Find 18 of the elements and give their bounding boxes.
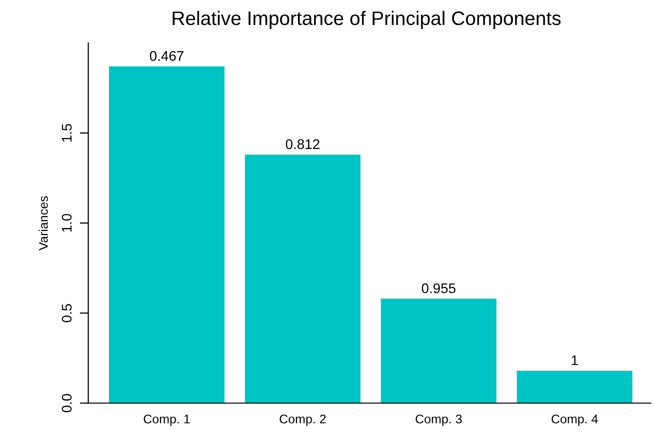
y-tick-label: 0.0: [62, 394, 72, 412]
y-tick-label: 1.5: [62, 124, 72, 142]
chart-title: Relative Importance of Principal Components: [172, 10, 561, 29]
annotation: 0.955: [422, 283, 456, 294]
annotation: 0.812: [286, 139, 320, 150]
bar: [244, 154, 360, 404]
y-tick-label: 0.5: [62, 304, 72, 322]
x-tick-label: Comp. 4: [552, 414, 598, 426]
x-tick-label: Comp. 1: [144, 414, 190, 426]
bar: [516, 370, 632, 404]
y-tick-label: 1.0: [62, 214, 72, 232]
bar: [108, 66, 225, 404]
annotation: 1: [572, 356, 578, 366]
x-tick-label: Comp. 3: [416, 414, 462, 426]
y-axis-title: Variances: [38, 196, 48, 250]
bar: [380, 298, 496, 404]
x-tick-label: Comp. 2: [280, 414, 326, 426]
annotation: 0.467: [150, 51, 184, 61]
